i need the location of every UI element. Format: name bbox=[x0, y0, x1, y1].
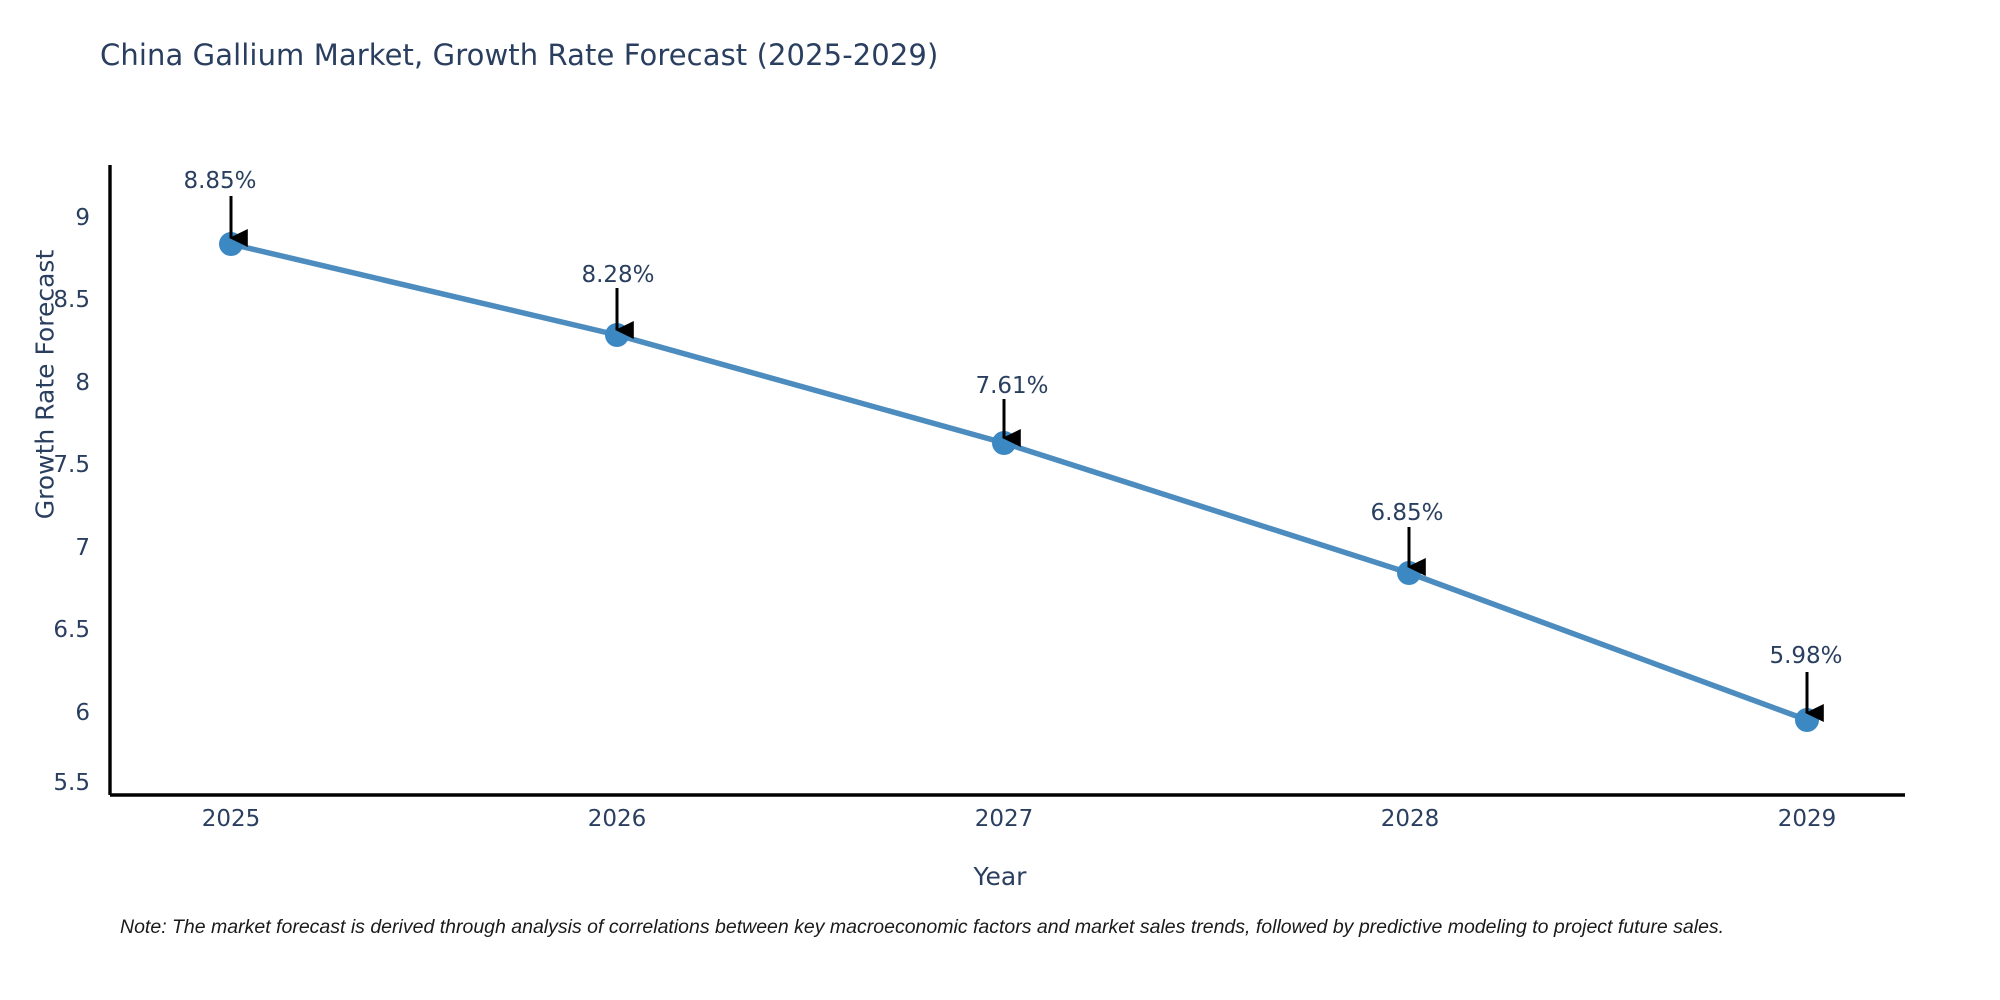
y-tick-label-1: 6 bbox=[75, 700, 90, 726]
y-tick-label-5: 8 bbox=[75, 370, 90, 396]
y-tick-label-2: 6.5 bbox=[53, 617, 90, 643]
page-title: China Gallium Market, Growth Rate Foreca… bbox=[100, 38, 939, 72]
data-point-2025[interactable] bbox=[219, 232, 243, 256]
data-point-2026[interactable] bbox=[605, 323, 629, 347]
y-tick-label-3: 7 bbox=[75, 535, 90, 561]
series-line-growth-rate-forecast bbox=[228, 241, 1810, 723]
data-point-2028[interactable] bbox=[1397, 561, 1421, 585]
data-label-2027: 7.61% bbox=[975, 373, 1049, 399]
y-tick-label-0: 5.5 bbox=[53, 770, 90, 796]
x-tick-label-2027: 2027 bbox=[974, 806, 1034, 832]
data-point-2027[interactable] bbox=[992, 431, 1016, 455]
x-axis-title: Year bbox=[973, 862, 1027, 891]
data-label-2029: 5.98% bbox=[1769, 643, 1843, 669]
y-tick-label-6: 8.5 bbox=[53, 287, 90, 313]
x-tick-label-2026: 2026 bbox=[587, 806, 647, 832]
data-point-2029[interactable] bbox=[1795, 708, 1819, 732]
y-tick-label-4: 7.5 bbox=[53, 452, 90, 478]
x-tick-label-2028: 2028 bbox=[1380, 806, 1440, 832]
y-tick-label-7: 9 bbox=[75, 205, 90, 231]
data-label-2026: 8.28% bbox=[581, 262, 655, 288]
data-label-2028: 6.85% bbox=[1370, 500, 1444, 526]
x-tick-label-2025: 2025 bbox=[201, 806, 261, 832]
x-tick-label-2029: 2029 bbox=[1777, 806, 1837, 832]
chart-footnote: Note: The market forecast is derived thr… bbox=[120, 916, 1725, 938]
data-label-2025: 8.85% bbox=[183, 168, 257, 194]
